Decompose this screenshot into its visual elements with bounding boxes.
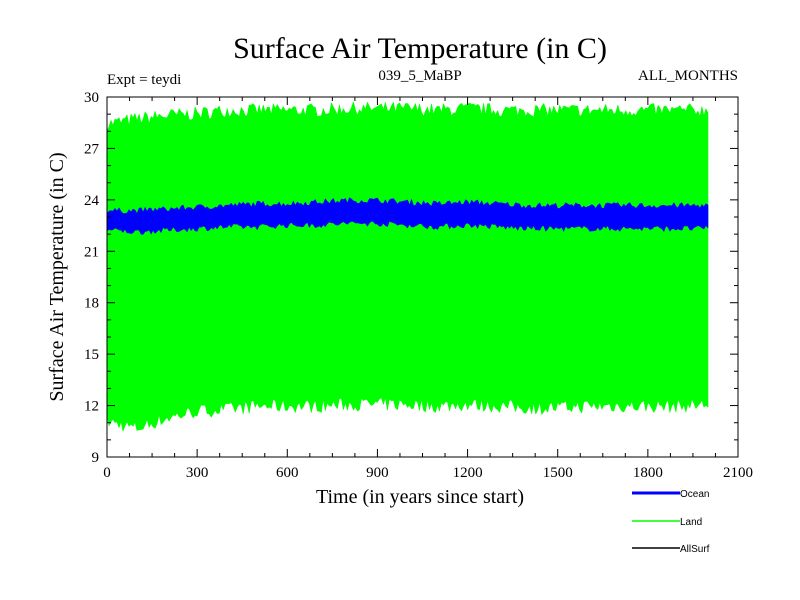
x-tick-label: 2100 [723, 465, 753, 481]
legend-label-ocean: Ocean [680, 489, 709, 500]
y-tick-label: 30 [84, 90, 99, 106]
y-tick-label: 24 [84, 193, 100, 209]
chart-title: Surface Air Temperature (in C) [233, 32, 607, 65]
months-label: ALL_MONTHS [638, 68, 738, 84]
y-tick-label: 12 [84, 399, 99, 415]
x-tick-label: 1200 [453, 465, 483, 481]
plot-area [106, 101, 709, 432]
period-label: 039_5_MaBP [378, 68, 461, 84]
y-tick-label: 15 [84, 347, 99, 363]
x-tick-label: 900 [366, 465, 389, 481]
legend-label-land: Land [680, 517, 702, 528]
x-tick-label: 600 [276, 465, 299, 481]
x-tick-label: 1500 [543, 465, 573, 481]
y-axis-label: Surface Air Temperature (in C) [46, 152, 68, 401]
series-ocean-band [106, 197, 709, 235]
y-tick-label: 18 [84, 296, 99, 312]
axes: 0 300 600 900 1200 1500 1800 2100 9 12 15 18 21 24 27 3… [84, 90, 753, 481]
x-tick-label: 300 [186, 465, 209, 481]
y-tick-label: 27 [84, 141, 100, 157]
experiment-label: Expt = teydi [107, 72, 181, 88]
x-tick-label: 1800 [633, 465, 663, 481]
series-land-band [106, 101, 709, 432]
x-axis-label: Time (in years since start) [316, 486, 524, 508]
y-tick-label: 21 [84, 244, 99, 260]
legend-label-allsurf: AllSurf [680, 544, 710, 555]
y-tick-label: 9 [92, 450, 100, 466]
x-tick-label: 0 [103, 465, 111, 481]
legend: Ocean Land AllSurf [632, 489, 710, 555]
